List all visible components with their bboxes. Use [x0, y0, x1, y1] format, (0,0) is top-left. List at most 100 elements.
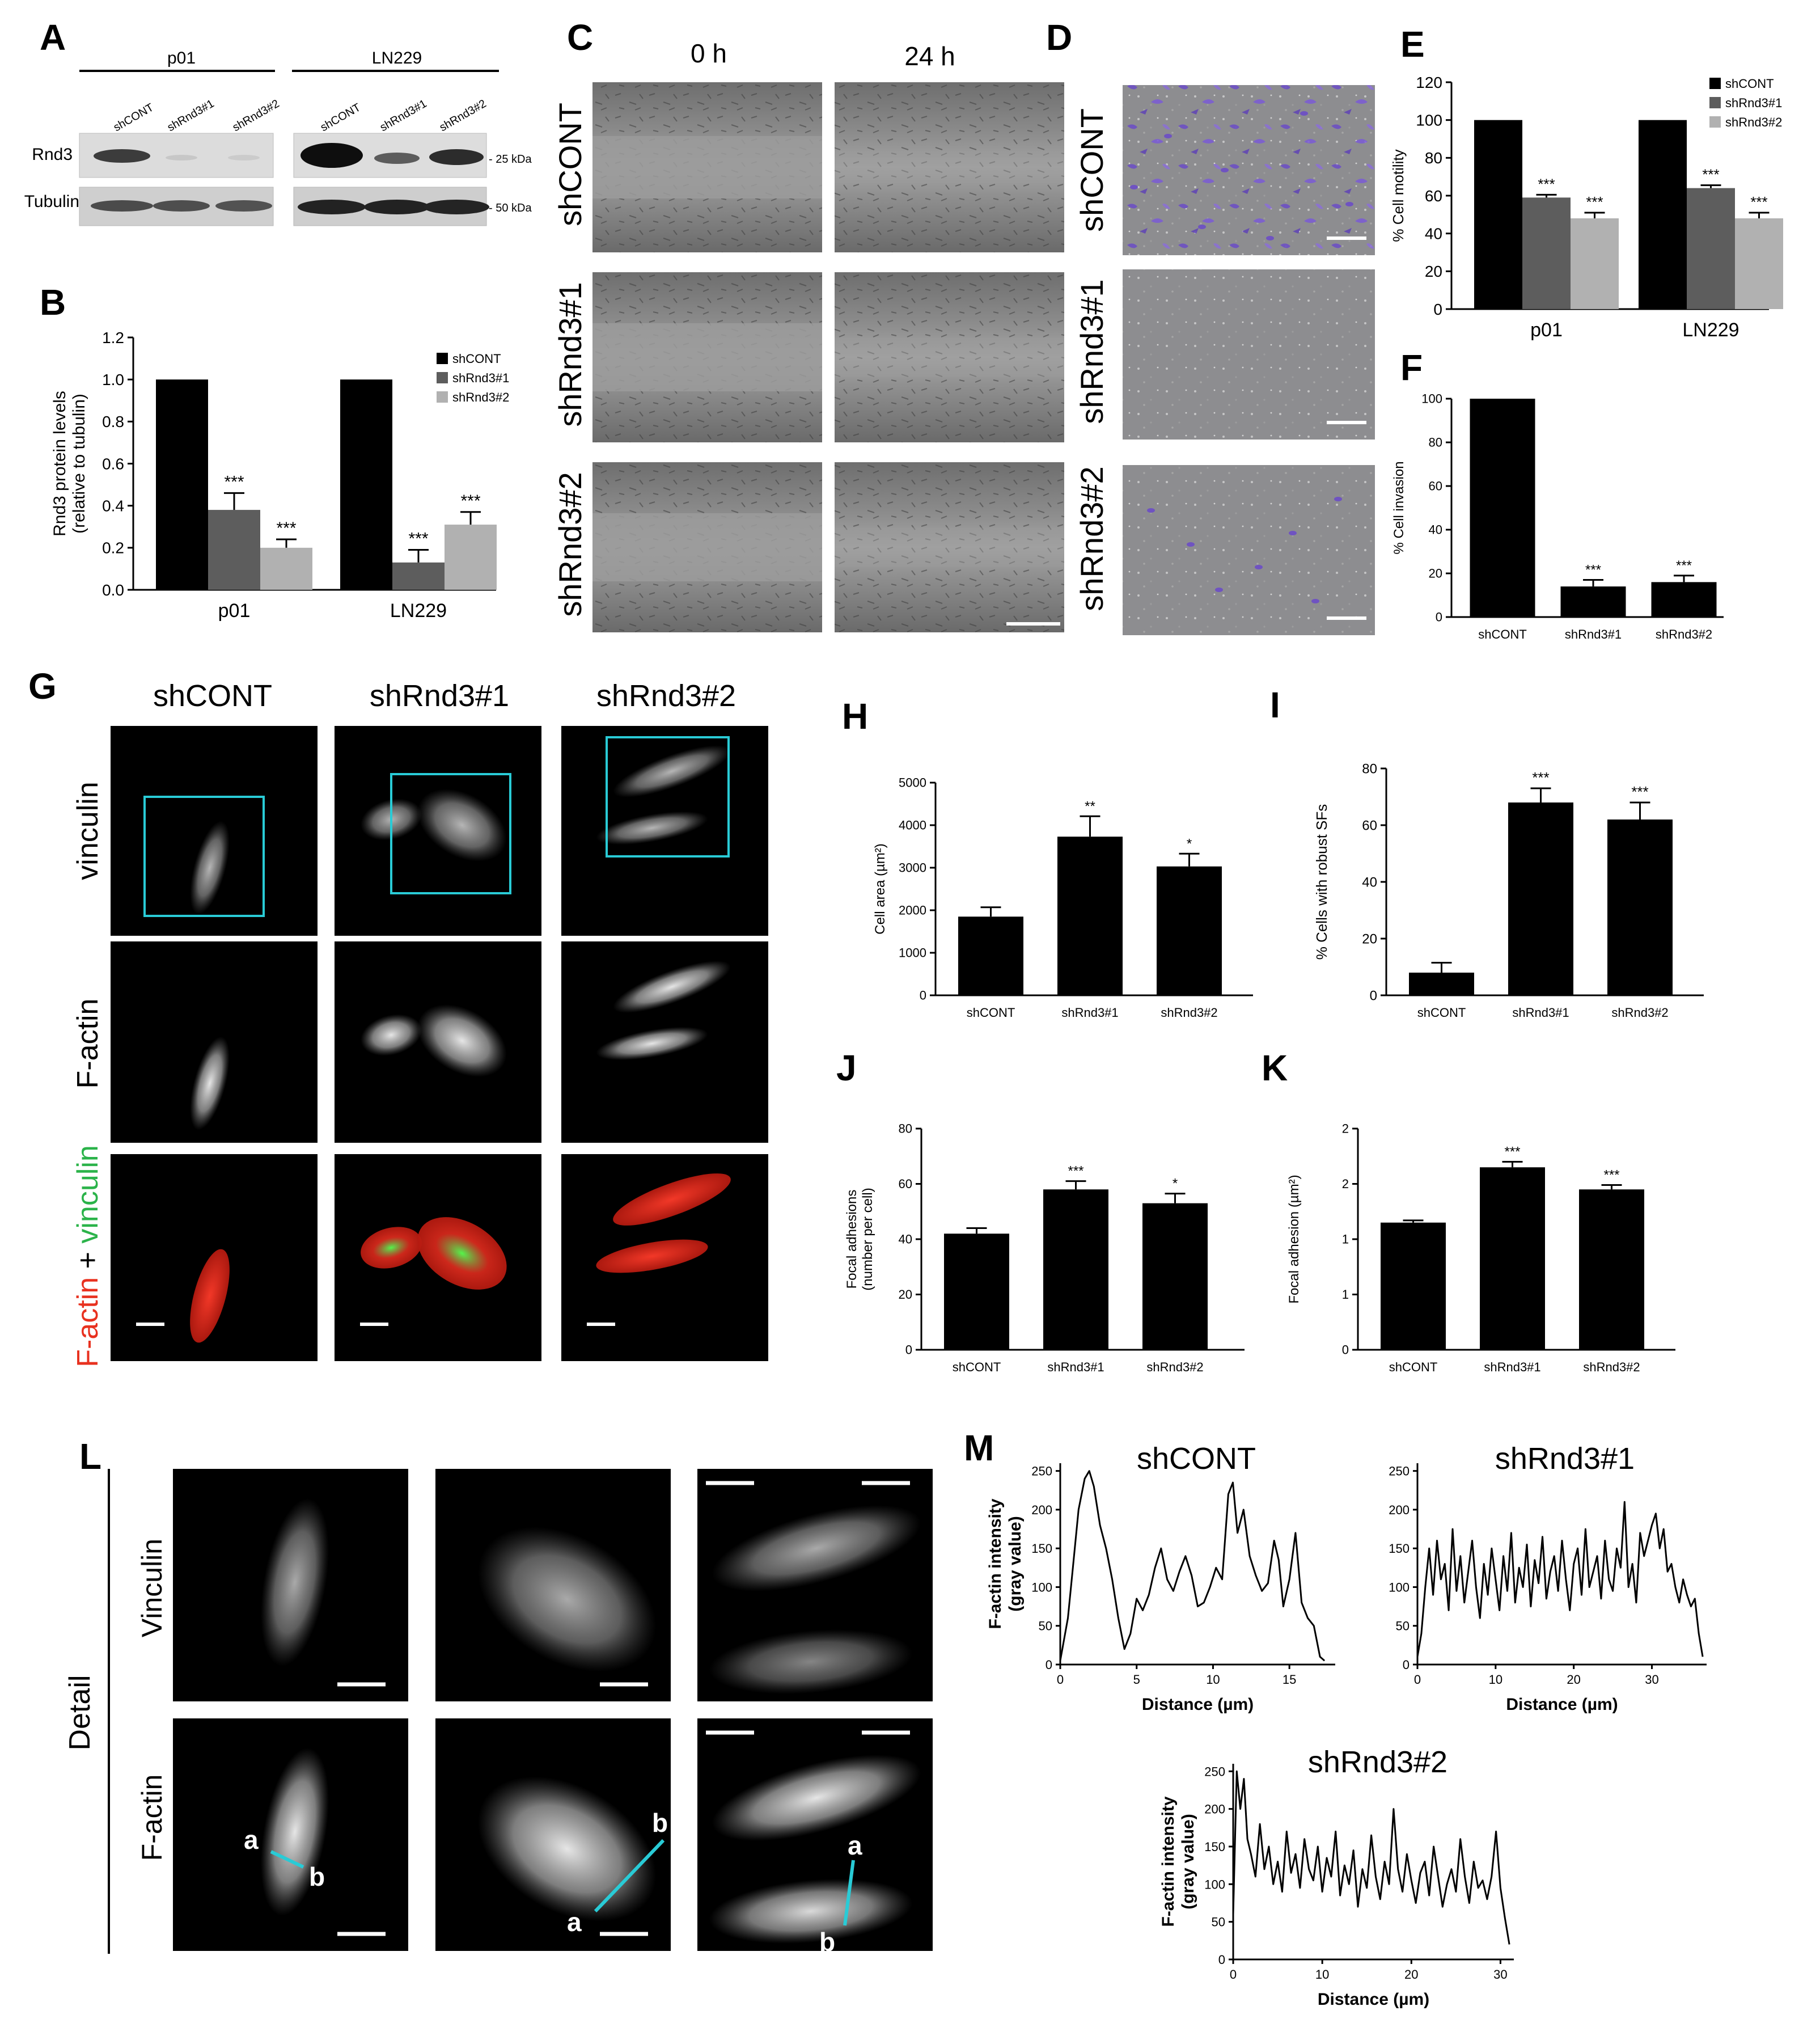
y-axis-label: F-actin intensity	[986, 1498, 1005, 1629]
detail-image-r2-c2	[435, 1718, 671, 1951]
profile-series-line	[1416, 1501, 1704, 1657]
x-axis-label: Distance (µm)	[1142, 1695, 1254, 1714]
staining-image-r3-c2	[335, 1154, 541, 1361]
y-tick-label: 150	[1389, 1541, 1410, 1556]
merge-label-plus: +	[71, 1244, 104, 1277]
detail-side-label: Detail	[64, 1675, 96, 1751]
significance-label: ***	[1603, 1167, 1619, 1182]
staining-image-r1-c2	[335, 726, 541, 936]
y-tick-label: 100	[1421, 392, 1442, 406]
x-category-label: shRnd3#1	[1512, 1006, 1569, 1020]
y-tick-label: 0	[1436, 610, 1442, 624]
y-tick-label: 80	[1425, 149, 1442, 167]
y-tick-label: 0	[905, 1343, 912, 1357]
y-tick-label: 4000	[899, 818, 926, 833]
staining-image-r3-c3	[561, 1154, 768, 1361]
y-tick-label: 40	[1425, 225, 1442, 242]
x-tick-label: 0	[1057, 1672, 1064, 1687]
panel-letter-f: F	[1400, 347, 1423, 388]
y-tick-label: 20	[899, 1287, 912, 1302]
bar-shCONT	[944, 1234, 1009, 1350]
staining-image-r2-c2	[335, 941, 541, 1143]
bar-shRnd3#2	[1651, 582, 1717, 617]
bar-shRnd3#2	[1157, 866, 1222, 995]
bar-shRnd3#1	[1043, 1189, 1108, 1350]
staining-image-r1-c1	[111, 726, 318, 936]
profile-line-3	[843, 1860, 855, 1926]
legend: shCONT shRnd3#1 shRnd3#2	[1709, 77, 1782, 129]
x-category-label: shCONT	[967, 1006, 1015, 1020]
y-tick-label: 0.4	[102, 497, 124, 514]
panel-letter-g: G	[28, 666, 57, 707]
blot-lane-2: shRnd3#1	[166, 98, 217, 134]
scratch-image-r1-c1	[592, 82, 822, 252]
panel-letter-i: I	[1270, 685, 1280, 725]
y-axis-label-2: (gray value)	[1006, 1516, 1025, 1611]
transwell-row-shcont: shCONT	[1074, 108, 1110, 232]
significance-label: ***	[1538, 175, 1555, 192]
y-tick-label: 0	[1046, 1658, 1052, 1672]
scratch-row-shrnd3-2: shRnd3#2	[552, 472, 588, 616]
transwell-image-2	[1123, 111, 1375, 440]
y-tick-label: 100	[1031, 1580, 1052, 1594]
staining-col-shrnd3-2: shRnd3#2	[596, 679, 736, 713]
y-axis-label: % Cell invasion	[1391, 461, 1407, 554]
panel-letter-h: H	[842, 696, 868, 737]
legend-label: shRnd3#1	[1725, 96, 1782, 110]
y-tick-label: 3000	[899, 861, 926, 875]
scratch-image-r3-c1	[592, 462, 822, 632]
legend-label: shRnd3#1	[452, 371, 509, 385]
panel-letter-e: E	[1400, 24, 1425, 65]
y-tick-label: 5000	[899, 776, 926, 790]
blot-lane-1: shCONT	[112, 101, 156, 134]
scratch-image-r3-c2	[835, 462, 1064, 632]
profile-line-1-label-b: b	[309, 1862, 325, 1891]
legend-swatch	[437, 372, 448, 383]
x-tick-label: 10	[1489, 1672, 1502, 1687]
y-tick-label: 60	[1425, 187, 1442, 205]
profile-series-line	[1059, 1470, 1326, 1662]
blot-marker-25kda: - 25 kDa	[489, 153, 532, 166]
significance-label: ***	[1585, 563, 1601, 578]
merge-label-factin: F-actin	[71, 1277, 104, 1367]
chart-i: 0 20 40 60 80 % Cells with robust SFs shCONT sh…	[1313, 761, 1704, 1020]
bar-LN229-1	[1639, 120, 1687, 309]
scratch-row-shrnd3-1: shRnd3#1	[552, 282, 588, 426]
x-category-label: shRnd3#1	[1061, 1006, 1118, 1020]
x-category-label: shRnd3#2	[1611, 1006, 1668, 1020]
y-tick-label: 0.6	[102, 455, 124, 472]
chart-b: 0.0 0.2 0.4 0.6 0.8 1.0 1.2 Rnd3 protein levels…	[50, 329, 509, 622]
significance-label: ***	[1676, 558, 1692, 573]
bar-p01-3	[260, 547, 312, 590]
bar-LN229-3	[1735, 218, 1783, 309]
chart-m2: shRnd3#1 0 50 100 150 200 250 0 10 20 30 Distance (…	[1389, 1442, 1707, 1714]
staining-roi-box-2	[390, 773, 511, 894]
bar-p01-3	[1571, 218, 1619, 309]
y-tick-label: 1000	[899, 946, 926, 960]
detail-row-factin: F-actin	[136, 1775, 168, 1861]
y-tick-label: 0.8	[102, 413, 124, 430]
scratch-image-r1-c2	[835, 82, 1064, 252]
blot-marker-50kda: - 50 kDa	[489, 202, 532, 214]
y-tick-label: 1.2	[102, 329, 124, 347]
legend-swatch	[1709, 78, 1721, 89]
y-tick-label: 20	[1429, 567, 1442, 581]
y-tick-label: 0.0	[102, 581, 124, 599]
y-tick-label: 0	[1370, 988, 1377, 1003]
y-axis-label: Focal adhesions	[844, 1190, 860, 1289]
profile-line-2-label-a: a	[567, 1907, 582, 1937]
y-tick-label: 1	[1342, 1287, 1349, 1302]
x-tick-label: 15	[1283, 1672, 1296, 1687]
scratch-time-24h: 24 h	[904, 41, 955, 71]
profile-line-2	[594, 1839, 665, 1913]
y-tick-label: 250	[1389, 1464, 1410, 1479]
bar-shRnd3#2	[1579, 1189, 1644, 1350]
x-tick-label: 0	[1414, 1672, 1421, 1687]
bar-shRnd3#1	[1480, 1167, 1545, 1350]
bar-p01-1	[1474, 120, 1522, 309]
x-category-label: shRnd3#1	[1484, 1360, 1540, 1374]
chart-e: 0 20 40 60 80 100 120 % Cell motility p01 LN229 sh…	[1390, 74, 1783, 341]
x-category-label: shRnd3#2	[1161, 1006, 1217, 1020]
x-axis-label: Distance (µm)	[1318, 1990, 1429, 2009]
blot-lane-4: shCONT	[319, 101, 363, 134]
